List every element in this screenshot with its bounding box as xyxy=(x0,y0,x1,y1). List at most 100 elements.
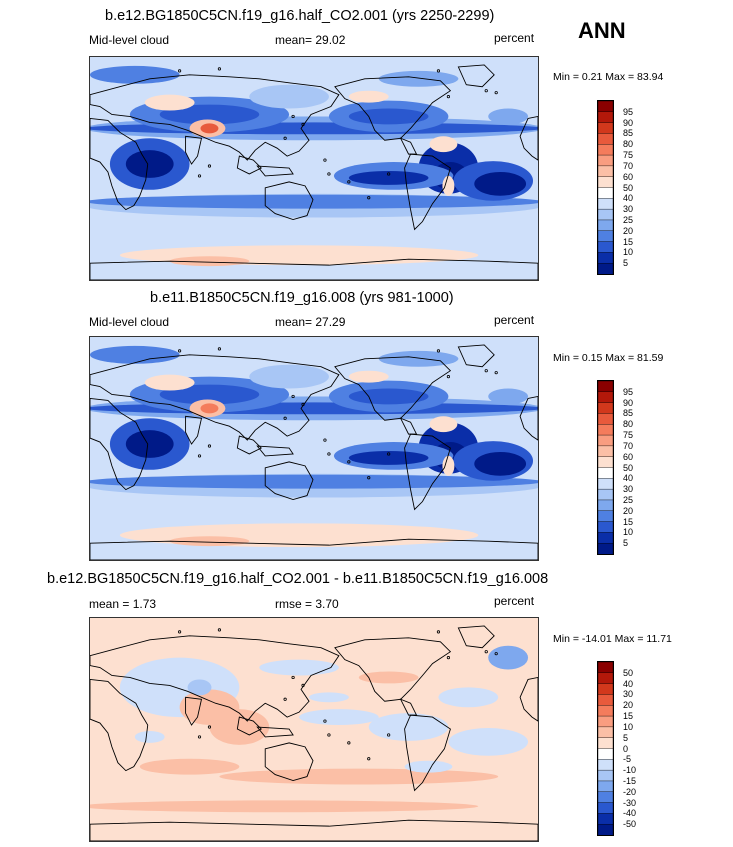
panel3-colorbar xyxy=(597,661,614,836)
colorbar-tick-label: 90 xyxy=(623,117,634,128)
island-outline xyxy=(291,394,295,399)
colorbar-swatch xyxy=(598,694,613,706)
colorbar-swatch xyxy=(598,391,613,404)
field-contour xyxy=(348,90,389,103)
coastline xyxy=(404,433,451,511)
coastline xyxy=(264,461,314,501)
island-outline xyxy=(436,69,441,73)
island-outline xyxy=(436,630,441,634)
coastline xyxy=(90,258,538,280)
colorbar-tick-label: -20 xyxy=(623,786,637,797)
field-contour xyxy=(348,388,429,405)
island-outline xyxy=(387,733,391,737)
colorbar-tick-label: 40 xyxy=(623,193,634,204)
field-contour xyxy=(249,364,329,389)
colorbar-swatch xyxy=(598,823,613,835)
field-contour xyxy=(488,388,529,405)
panel1-minmax: Min = 0.21 Max = 83.94 xyxy=(553,71,664,83)
colorbar-swatch xyxy=(598,759,613,771)
coastline xyxy=(334,637,452,702)
colorbar-tick-label: 10 xyxy=(623,247,634,258)
panel1-units-label: percent xyxy=(494,31,535,45)
colorbar-swatch xyxy=(598,769,613,782)
coastline xyxy=(90,118,149,211)
colorbar-tick-label: -10 xyxy=(623,765,637,776)
colorbar-tick-label: 95 xyxy=(623,386,634,397)
colorbar-swatch xyxy=(598,478,613,490)
island-outline xyxy=(484,369,488,373)
panel1-map xyxy=(89,56,539,281)
island-outline xyxy=(217,67,222,71)
island-outline xyxy=(494,652,498,656)
island-outline xyxy=(367,757,371,761)
island-outline xyxy=(283,697,287,701)
field-contour xyxy=(442,175,455,196)
colorbar-tick-label: -5 xyxy=(623,754,632,765)
colorbar-tick-label: 25 xyxy=(623,214,634,225)
field-contour xyxy=(488,645,529,670)
colorbar-tick-label: 50 xyxy=(623,667,634,678)
colorbar-tick-label: 5 xyxy=(623,258,629,269)
island-outline xyxy=(323,158,327,162)
island-outline xyxy=(327,452,331,456)
coastline xyxy=(334,76,452,141)
colorbar-tick-label: 90 xyxy=(623,397,634,408)
coastline xyxy=(457,344,495,368)
island-outline xyxy=(217,347,222,351)
field-contour xyxy=(209,709,270,745)
colorbar-tick-label: 50 xyxy=(623,182,634,193)
colorbar-swatch xyxy=(598,488,613,501)
island-outline xyxy=(347,180,351,184)
island-outline xyxy=(283,136,287,140)
colorbar-swatch xyxy=(598,230,613,243)
field-contour xyxy=(159,384,260,405)
colorbar-tick-label: 20 xyxy=(623,505,634,516)
island-outline xyxy=(436,349,441,353)
field-contour xyxy=(259,659,339,676)
colorbar-tick-label: 5 xyxy=(623,732,629,743)
panel2-mean-label: mean= 27.29 xyxy=(275,315,346,329)
coastline xyxy=(399,137,418,155)
field-contour xyxy=(90,800,479,813)
colorbar-swatch xyxy=(598,101,613,113)
colorbar-tick-label: 85 xyxy=(623,408,634,419)
colorbar-tick-label: 10 xyxy=(623,527,634,538)
island-outline xyxy=(323,719,327,723)
island-outline xyxy=(301,402,305,406)
island-outline xyxy=(484,89,488,93)
island-outline xyxy=(207,725,212,729)
colorbar-tick-label: -50 xyxy=(623,819,637,830)
colorbar-swatch xyxy=(598,241,613,254)
colorbar-swatch xyxy=(598,445,613,458)
field-contour xyxy=(378,350,459,367)
island-outline xyxy=(291,114,295,119)
island-outline xyxy=(367,476,371,480)
island-outline xyxy=(347,741,351,745)
field-contour xyxy=(474,171,527,196)
colorbar-tick-label: 40 xyxy=(623,473,634,484)
island-outline xyxy=(494,91,498,95)
island-outline xyxy=(197,174,202,178)
island-outline xyxy=(178,349,182,353)
coastline xyxy=(256,726,294,738)
colorbar-tick-label: 15 xyxy=(623,516,634,527)
field-contour xyxy=(474,451,527,476)
colorbar-tick-label: 85 xyxy=(623,128,634,139)
colorbar-swatch xyxy=(598,456,613,469)
coastline xyxy=(256,445,294,457)
colorbar-swatch xyxy=(598,542,613,554)
colorbar-swatch xyxy=(598,802,613,815)
island-outline xyxy=(446,95,450,99)
colorbar-tick-label: 15 xyxy=(623,236,634,247)
colorbar-swatch xyxy=(598,813,613,825)
colorbar-tick-label: 30 xyxy=(623,484,634,495)
island-outline xyxy=(387,452,391,456)
colorbar-tick-label: 15 xyxy=(623,711,634,722)
panel2-variable-label: Mid-level cloud xyxy=(89,315,170,329)
colorbar-tick-label: 60 xyxy=(623,451,634,462)
island-outline xyxy=(446,375,450,379)
colorbar-swatch xyxy=(598,198,613,210)
coastline xyxy=(236,435,262,455)
field-contour xyxy=(348,108,429,125)
coastline xyxy=(457,625,495,649)
